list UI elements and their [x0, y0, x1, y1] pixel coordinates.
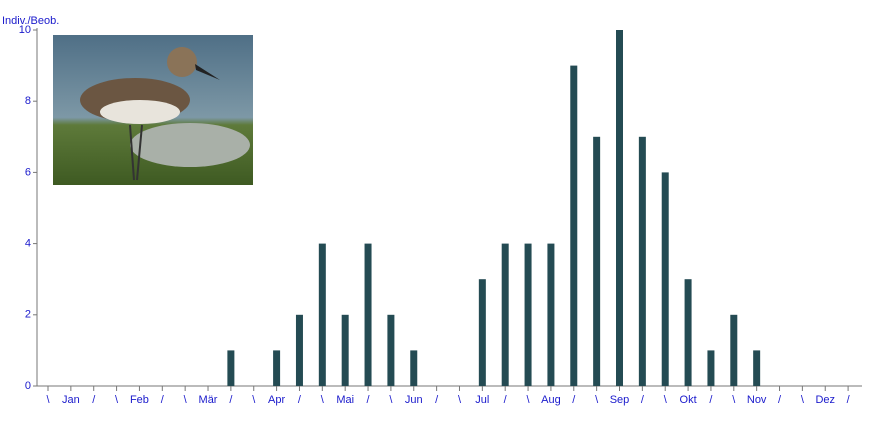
bar [341, 314, 349, 386]
bar [570, 65, 578, 386]
bar [753, 350, 761, 386]
bar [227, 350, 235, 386]
y-tick-label: 8 [25, 95, 31, 107]
x-tick-label: \ [527, 394, 531, 406]
bar [616, 30, 623, 386]
x-tick-label: / [435, 394, 439, 406]
bar [661, 172, 669, 386]
x-tick-label: Mär [199, 394, 218, 406]
bar [593, 136, 601, 386]
x-tick-label: / [92, 394, 96, 406]
x-tick-label: / [367, 394, 371, 406]
x-tick-label: \ [732, 394, 736, 406]
x-tick-label: \ [801, 394, 805, 406]
y-tick-label: 2 [25, 309, 31, 321]
bar [478, 279, 486, 386]
x-tick-label: \ [458, 394, 462, 406]
x-tick-label: / [641, 394, 645, 406]
x-tick-label: / [161, 394, 165, 406]
x-tick-label: / [229, 394, 233, 406]
y-tick-label: 0 [25, 380, 31, 392]
x-tick-label: \ [115, 394, 119, 406]
bar [410, 350, 418, 386]
x-tick-label: / [504, 394, 508, 406]
x-tick-label: \ [252, 394, 256, 406]
bar [273, 350, 281, 386]
x-tick-label: Sep [610, 394, 630, 406]
x-tick-label: Apr [268, 394, 285, 406]
bird-photo [53, 35, 253, 185]
bar [730, 314, 738, 386]
x-tick-label: Jul [475, 394, 489, 406]
y-axis-label: Indiv./Beob. [2, 15, 59, 27]
x-tick-label: / [572, 394, 576, 406]
x-tick-label: \ [321, 394, 325, 406]
bar [387, 314, 395, 386]
y-tick-label: 10 [19, 24, 31, 36]
bar [295, 314, 303, 386]
x-tick-label: / [298, 394, 302, 406]
x-tick-label: Nov [747, 394, 767, 406]
x-tick-label: Jan [62, 394, 80, 406]
x-tick-label: Okt [680, 394, 697, 406]
bar [638, 136, 646, 386]
x-tick-label: \ [389, 394, 393, 406]
x-tick-label: Dez [815, 394, 835, 406]
x-tick-label: Mai [336, 394, 354, 406]
y-tick-label: 4 [25, 238, 31, 250]
x-tick-label: \ [664, 394, 668, 406]
x-tick-label: Aug [541, 394, 561, 406]
x-tick-label: / [847, 394, 851, 406]
bar [547, 243, 555, 386]
x-tick-label: \ [46, 394, 50, 406]
x-tick-label: / [778, 394, 782, 406]
x-tick-label: / [709, 394, 713, 406]
bar [318, 243, 326, 386]
x-tick-label: \ [595, 394, 599, 406]
bar [684, 279, 692, 386]
bar [707, 350, 715, 386]
bar [501, 243, 509, 386]
x-tick-label: Feb [130, 394, 149, 406]
bar [524, 243, 532, 386]
y-tick-label: 6 [25, 166, 31, 178]
x-tick-label: \ [184, 394, 188, 406]
x-tick-label: Jun [405, 394, 423, 406]
bar [364, 243, 372, 386]
